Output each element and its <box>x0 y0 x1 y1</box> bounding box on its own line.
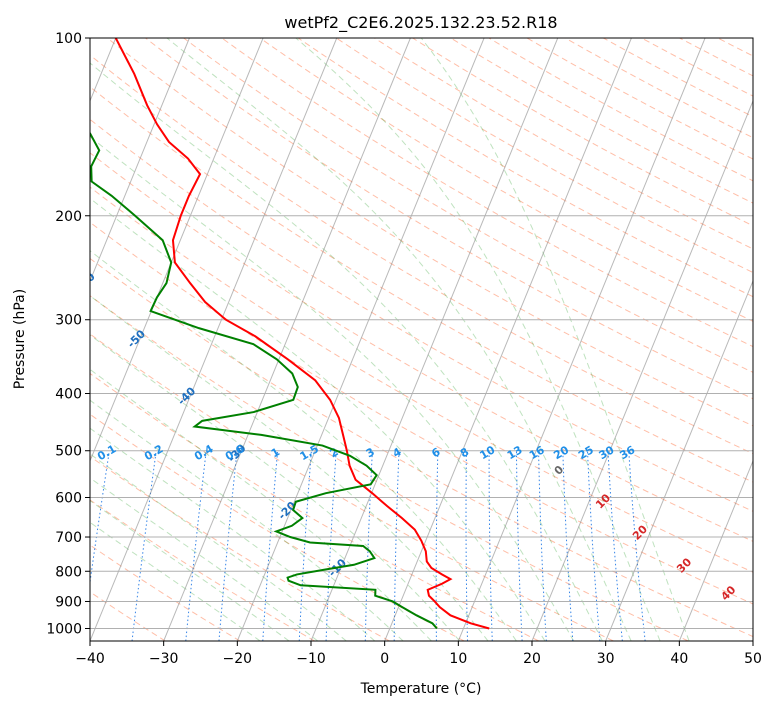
moist-adiabat-line <box>90 453 347 641</box>
moist-adiabat-line <box>90 250 517 641</box>
dry-adiabat-line <box>90 499 315 641</box>
y-tick-label: 600 <box>55 490 82 506</box>
dry-adiabat-line <box>90 86 753 483</box>
moist-adiabat-line <box>90 334 461 641</box>
isotherm-line <box>90 38 264 463</box>
dry-adiabat-line <box>90 152 753 542</box>
x-tick-label: 40 <box>670 651 688 667</box>
moist-adiabat-line <box>90 135 575 641</box>
x-tick-label: −40 <box>75 651 105 667</box>
y-tick-label: 500 <box>55 444 82 460</box>
isotherm-line <box>90 38 190 283</box>
isotherm-line <box>531 99 753 641</box>
moist-adiabat-line <box>166 38 632 641</box>
isotherm-line <box>163 38 411 641</box>
background-lines <box>90 38 753 641</box>
y-tick-label: 700 <box>55 530 82 546</box>
chart-title: wetPf2_C2E6.2025.132.23.52.R18 <box>284 13 557 33</box>
profile-series <box>90 38 490 630</box>
dry-adiabat-line <box>90 333 614 641</box>
isotherm-line <box>605 279 753 641</box>
moist-adiabat-line <box>90 477 319 641</box>
y-axis-label: Pressure (hPa) <box>12 289 28 389</box>
isotherm-line <box>457 38 706 641</box>
isotherm-line <box>384 38 632 641</box>
x-tick-label: 50 <box>744 651 762 667</box>
dry-adiabat-line <box>90 257 753 638</box>
dry-adiabat-line <box>488 38 753 182</box>
x-tick-label: −30 <box>149 651 179 667</box>
dewpoint-profile-line <box>90 132 438 630</box>
x-tick-label: 10 <box>449 651 467 667</box>
plot-frame <box>89 37 754 642</box>
dry-adiabat-line <box>450 38 753 204</box>
y-tick-label: 1000 <box>46 621 82 637</box>
dry-adiabat-line <box>90 186 753 573</box>
y-tick-label: 400 <box>55 387 82 403</box>
dry-adiabat-line <box>526 38 753 160</box>
isotherm-line <box>310 38 559 641</box>
dry-adiabat-line <box>90 372 540 641</box>
x-tick-label: 30 <box>597 651 615 667</box>
moist-adiabat-line <box>90 399 404 641</box>
x-tick-label: −20 <box>223 651 253 667</box>
y-tick-label: 200 <box>55 209 82 225</box>
x-axis-label: Temperature (°C) <box>360 681 482 697</box>
x-tick-label: −10 <box>296 651 326 667</box>
y-axis-ticks: 100 200 300 400 500 600 700 800 900 1000 <box>46 31 90 637</box>
temperature-profile-line <box>114 38 490 630</box>
dry-adiabat-line <box>90 118 753 512</box>
isotherm-line <box>90 38 338 641</box>
dry-adiabat-line <box>107 38 753 427</box>
moist-adiabat-line <box>295 38 661 641</box>
mixing-ratio-line <box>90 450 110 586</box>
isotherm-line <box>236 38 485 641</box>
dry-adiabat-label: -60 <box>75 270 98 293</box>
moist-adiabat-line <box>90 62 603 641</box>
x-tick-label: 0 <box>380 651 389 667</box>
moist-adiabat-line <box>90 295 489 641</box>
dry-adiabat-line <box>145 38 753 400</box>
y-tick-label: 800 <box>55 564 82 580</box>
y-tick-label: 100 <box>55 31 82 47</box>
x-tick-label: 20 <box>523 651 541 667</box>
isotherm-line <box>678 459 753 641</box>
moist-adiabat-line <box>420 38 690 641</box>
moist-adiabat-line <box>90 427 376 641</box>
y-tick-label: 900 <box>55 594 82 610</box>
dry-adiabat-line <box>90 221 753 605</box>
y-tick-label: 300 <box>55 313 82 329</box>
dry-adiabat-line <box>90 54 753 455</box>
moist-adiabat-line <box>90 197 546 641</box>
x-axis-ticks: −40 −30 −20 −10 0 10 20 30 40 50 <box>75 641 762 667</box>
